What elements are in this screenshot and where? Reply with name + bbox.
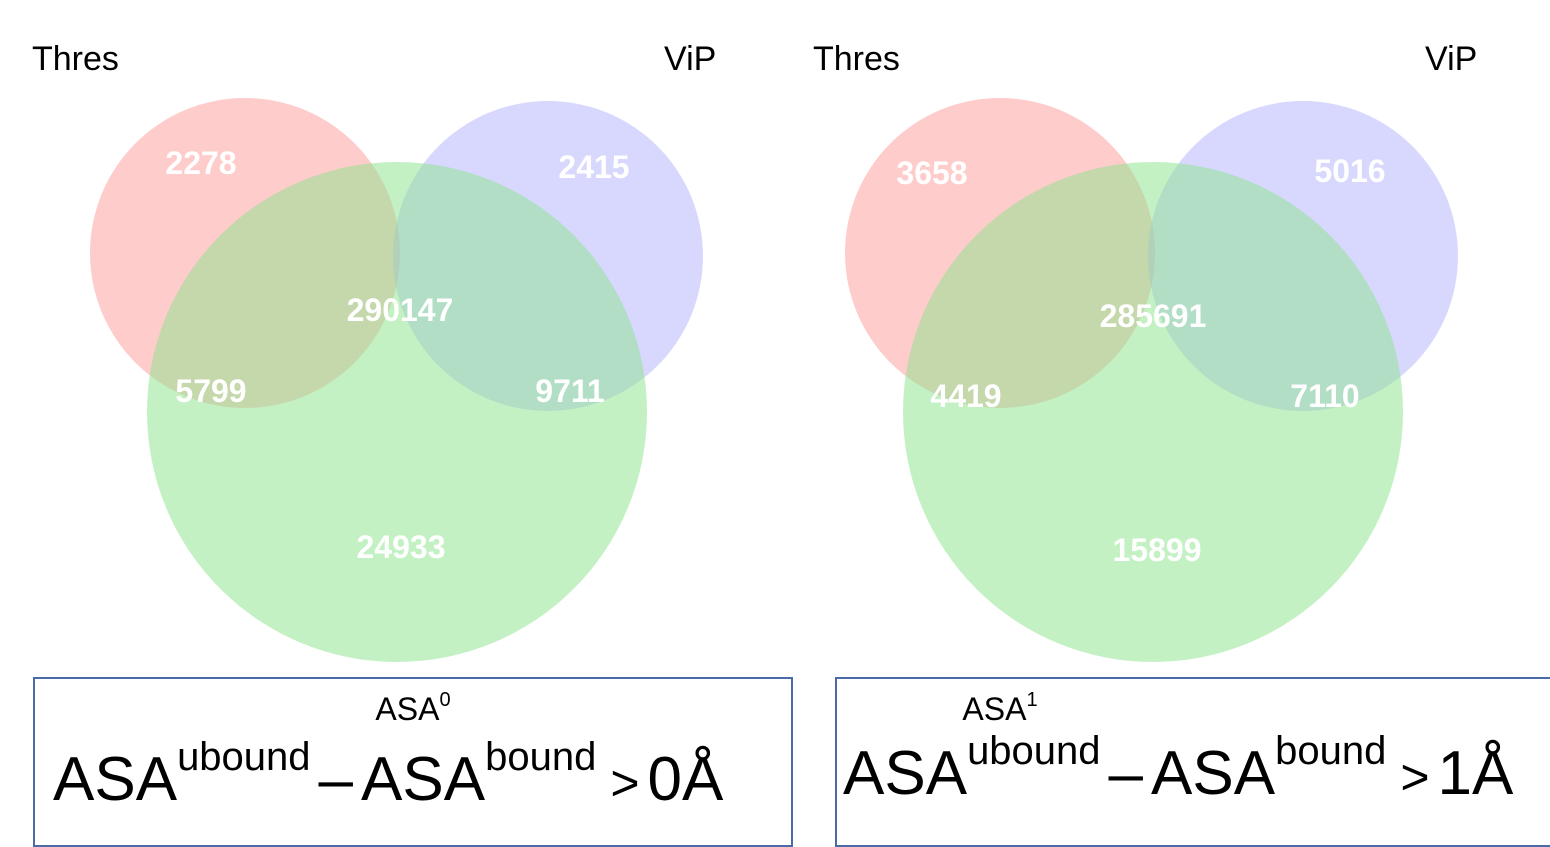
box-title: ASA1 [962,689,1038,727]
count-thres-third: 5799 [175,373,246,409]
count-vip-third: 7110 [1290,378,1359,414]
count-vip-only: 2415 [558,149,629,185]
box-title: ASA0 [375,689,451,727]
count-vip-third: 9711 [535,373,604,409]
count-all-three: 285691 [1100,298,1207,334]
vip-label: ViP [1425,40,1477,78]
count-all-three: 290147 [347,292,454,328]
thres-label: Thres [813,40,900,78]
formula-box-asa0: ASA0 ASAubound – ASAbound >0Å [33,677,793,847]
third-circle [903,162,1403,662]
count-thres-third: 4419 [930,378,1001,414]
third-circle [147,162,647,662]
formula: ASAubound – ASAbound >1Å [843,729,1514,808]
thres-label: Thres [32,40,119,78]
count-third-only: 24933 [357,529,446,565]
formula: ASAubound – ASAbound >0Å [53,735,724,814]
vip-label: ViP [664,40,716,78]
formula-box-asa1: ASA1 ASAubound – ASAbound >1Å [835,677,1550,847]
venn-diagram-asa0: Thres ViP 2278 2534 2415 290147 5799 971… [32,40,716,662]
count-thres-vip: 6990 [1111,116,1182,152]
venn-diagram-asa1: Thres ViP 3658 6990 5016 285691 4419 711… [813,40,1477,662]
count-thres-only: 2278 [165,145,236,181]
count-third-only: 15899 [1113,532,1202,568]
count-thres-only: 3658 [896,155,967,191]
count-vip-only: 5016 [1314,153,1385,189]
count-thres-vip: 2534 [355,111,426,147]
